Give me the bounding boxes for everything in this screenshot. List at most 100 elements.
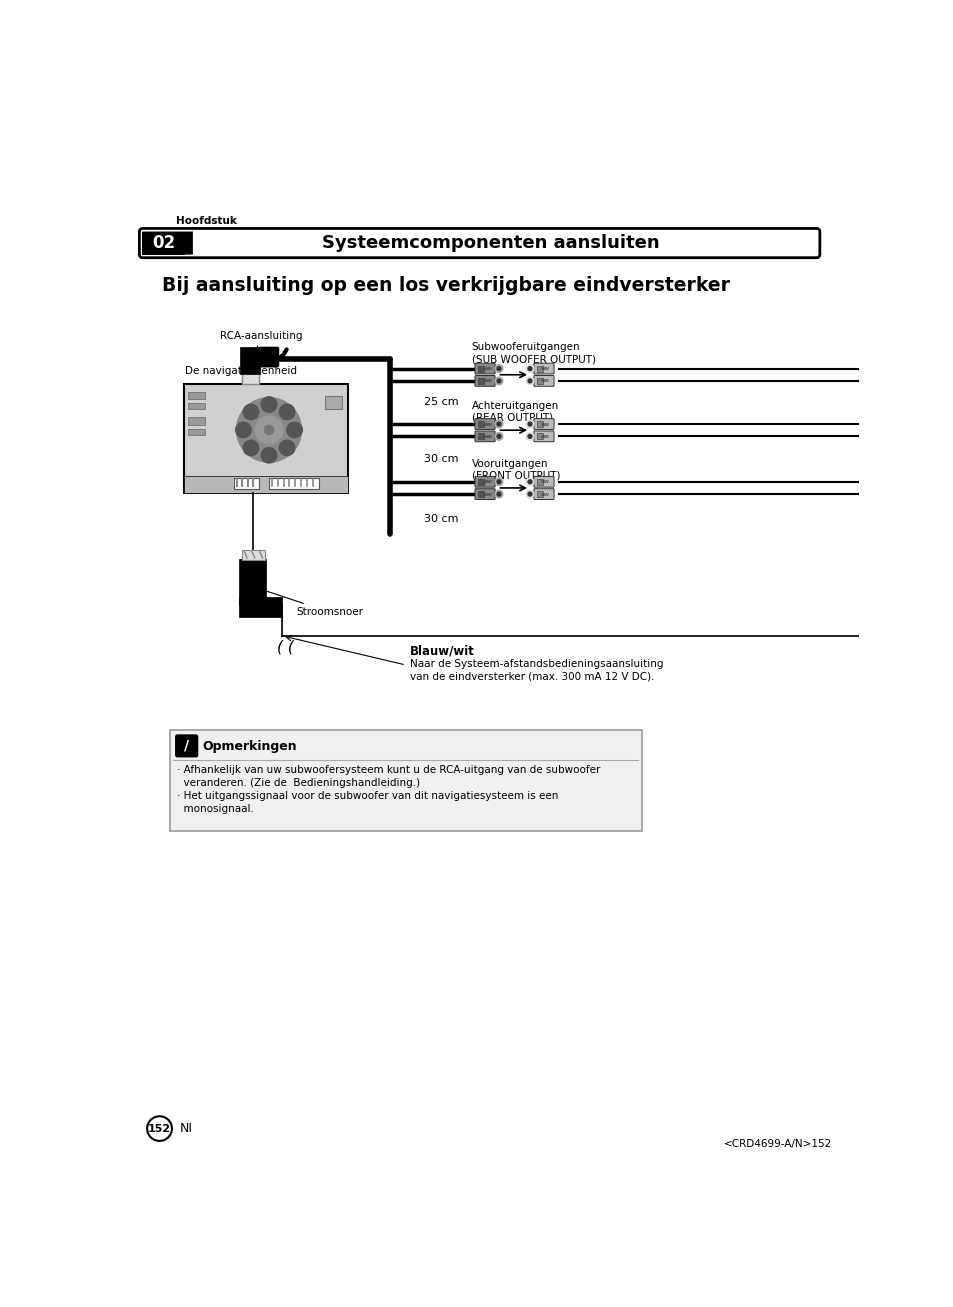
Text: · Het uitgangssignaal voor de subwoofer van dit navigatiesysteem is een: · Het uitgangssignaal voor de subwoofer … [177,791,558,801]
Circle shape [525,376,534,384]
Circle shape [497,379,500,383]
FancyBboxPatch shape [239,559,266,605]
FancyBboxPatch shape [258,348,278,367]
Circle shape [236,397,301,463]
FancyBboxPatch shape [188,404,205,409]
Text: Subwooferuitgangen
(SUB WOOFER OUTPUT): Subwooferuitgangen (SUB WOOFER OUTPUT) [472,342,596,365]
FancyBboxPatch shape [188,429,205,435]
Text: RCA-aansluiting: RCA-aansluiting [220,331,302,362]
FancyBboxPatch shape [188,392,205,400]
Text: Blauw/wit: Blauw/wit [410,644,475,657]
FancyBboxPatch shape [537,421,542,427]
Text: ww: ww [483,491,493,497]
Circle shape [528,367,532,370]
Text: ww: ww [540,480,550,485]
FancyBboxPatch shape [537,491,542,497]
Circle shape [497,480,500,484]
FancyBboxPatch shape [475,375,495,387]
FancyBboxPatch shape [534,489,554,499]
Text: monosignaal.: monosignaal. [177,804,254,814]
Circle shape [279,404,294,420]
FancyBboxPatch shape [537,366,542,371]
Text: ww: ww [483,379,493,383]
Text: · Afhankelijk van uw subwoofersysteem kunt u de RCA-uitgang van de subwoofer: · Afhankelijk van uw subwoofersysteem ku… [177,765,600,775]
Circle shape [528,480,532,484]
Text: van de eindversterker (max. 300 mA 12 V DC).: van de eindversterker (max. 300 mA 12 V … [410,672,654,681]
Circle shape [525,433,534,440]
FancyBboxPatch shape [534,476,554,488]
FancyBboxPatch shape [188,417,205,425]
Text: ww: ww [540,422,550,426]
FancyBboxPatch shape [170,731,641,830]
Text: Naar de Systeem-afstandsbedieningsaansluiting: Naar de Systeem-afstandsbedieningsaanslu… [410,659,662,669]
FancyBboxPatch shape [475,476,495,488]
Text: Bij aansluiting op een los verkrijgbare eindversterker: Bij aansluiting op een los verkrijgbare … [162,276,729,295]
Text: ww: ww [483,434,493,439]
Text: ww: ww [540,366,550,371]
Circle shape [525,478,534,486]
Circle shape [497,422,500,426]
Text: Hoofdstuk: Hoofdstuk [175,216,236,226]
FancyBboxPatch shape [537,478,542,485]
Circle shape [261,447,276,463]
Text: /: / [184,738,189,753]
Text: NI: NI [179,1123,193,1134]
FancyBboxPatch shape [142,231,193,255]
Text: 02: 02 [152,234,175,252]
Circle shape [279,440,294,456]
Circle shape [287,422,302,438]
FancyBboxPatch shape [183,384,348,493]
FancyBboxPatch shape [241,374,258,384]
FancyBboxPatch shape [142,231,185,255]
Text: ( (: ( ( [276,639,294,655]
Text: 30 cm: 30 cm [423,454,457,464]
Text: De navigatie-eenheid: De navigatie-eenheid [185,366,296,376]
FancyBboxPatch shape [475,418,495,430]
Text: ww: ww [540,491,550,497]
FancyBboxPatch shape [534,418,554,430]
FancyBboxPatch shape [233,478,258,490]
Circle shape [497,367,500,370]
FancyBboxPatch shape [477,491,484,497]
Text: 152: 152 [148,1124,171,1133]
FancyBboxPatch shape [475,363,495,374]
FancyBboxPatch shape [477,421,484,427]
Text: 25 cm: 25 cm [423,397,458,408]
FancyBboxPatch shape [475,431,495,442]
FancyBboxPatch shape [537,378,542,384]
Circle shape [528,422,532,426]
Text: 30 cm: 30 cm [423,514,457,524]
FancyBboxPatch shape [477,366,484,371]
Circle shape [525,490,534,498]
Text: <CRD4699-A/N>152: <CRD4699-A/N>152 [723,1138,831,1149]
Text: ww: ww [540,434,550,439]
FancyBboxPatch shape [269,478,319,490]
Circle shape [243,440,258,456]
FancyBboxPatch shape [475,489,495,499]
Circle shape [147,1116,172,1141]
Circle shape [528,379,532,383]
FancyBboxPatch shape [534,363,554,374]
Circle shape [243,404,258,420]
Circle shape [235,422,251,438]
Circle shape [495,420,502,427]
Text: Opmerkingen: Opmerkingen [202,741,296,754]
Text: ww: ww [483,366,493,371]
Circle shape [497,434,500,438]
Text: Systeemcomponenten aansluiten: Systeemcomponenten aansluiten [322,234,659,252]
FancyBboxPatch shape [537,433,542,439]
FancyBboxPatch shape [477,378,484,384]
FancyBboxPatch shape [240,348,260,374]
Text: Stroomsnoer: Stroomsnoer [259,589,362,617]
Text: veranderen. (Zie de  Bedieningshandleiding.): veranderen. (Zie de Bedieningshandleidin… [177,778,420,788]
FancyBboxPatch shape [239,597,282,617]
Circle shape [497,493,500,497]
FancyBboxPatch shape [534,431,554,442]
Circle shape [495,376,502,384]
Circle shape [495,490,502,498]
FancyBboxPatch shape [534,375,554,387]
FancyBboxPatch shape [139,229,819,257]
Text: ww: ww [483,422,493,426]
Circle shape [525,420,534,427]
FancyBboxPatch shape [477,433,484,439]
